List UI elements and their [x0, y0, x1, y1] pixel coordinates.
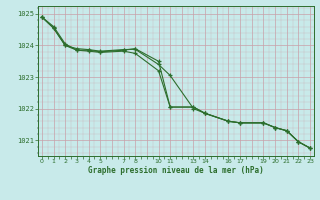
- X-axis label: Graphe pression niveau de la mer (hPa): Graphe pression niveau de la mer (hPa): [88, 166, 264, 175]
